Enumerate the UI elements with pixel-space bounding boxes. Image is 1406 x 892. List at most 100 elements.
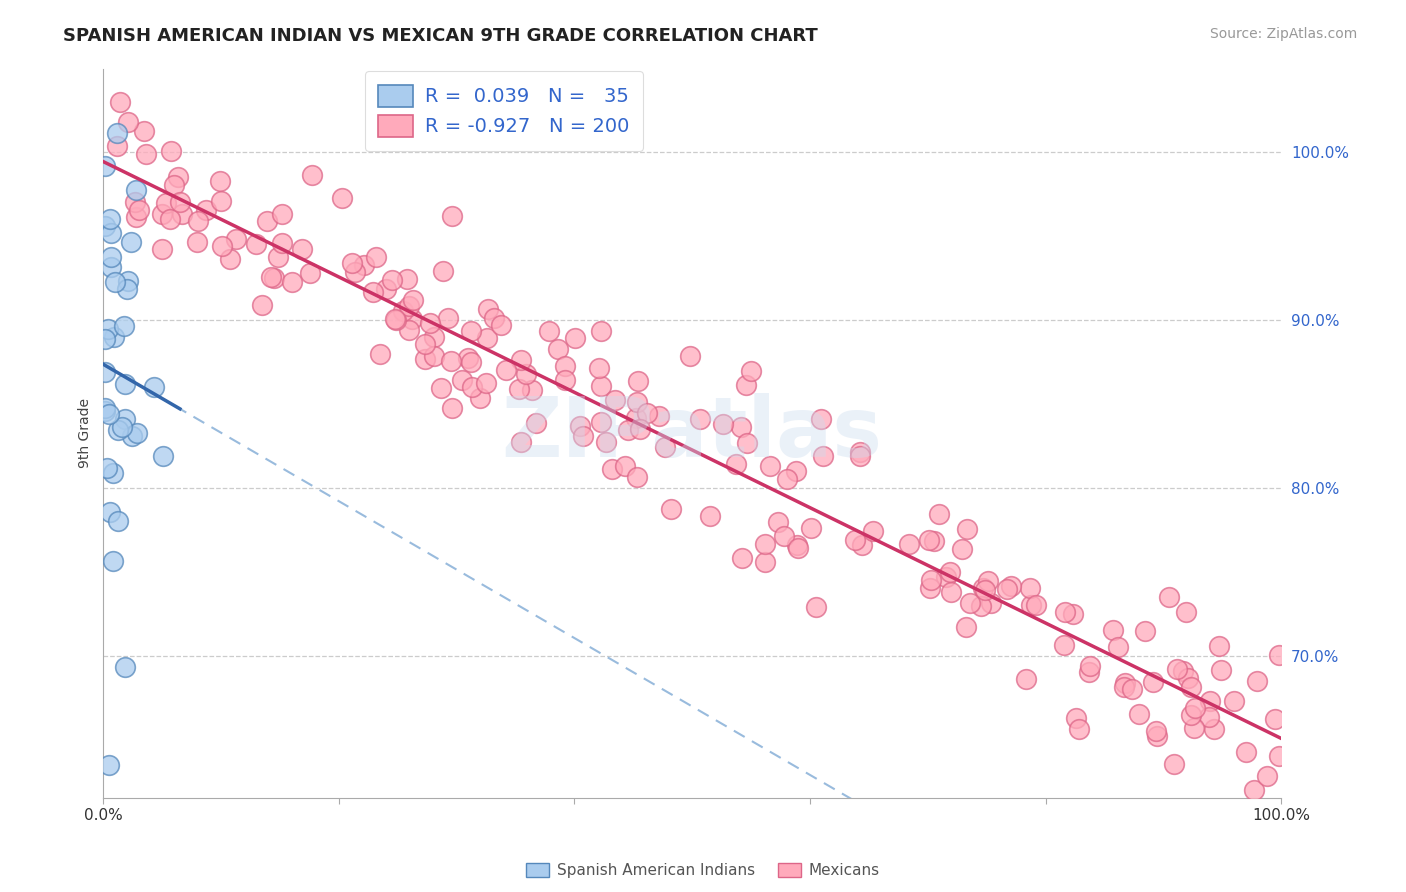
Point (142, 380, 165, 394)
Point (787, 541, 810, 556)
Point (225, 232, 247, 246)
Point (1107, 640, 1129, 654)
Point (811, 449, 834, 463)
Point (110, 95, 132, 109)
Point (1243, 782, 1265, 797)
Point (195, 202, 218, 217)
Point (1180, 707, 1202, 722)
Point (93, 365, 115, 379)
Point (626, 395, 648, 409)
Point (1078, 658, 1101, 673)
Point (515, 367, 537, 381)
Point (384, 312, 406, 326)
Point (98, 408, 121, 422)
Point (159, 212, 181, 227)
Point (970, 599, 993, 614)
Point (522, 383, 544, 397)
Point (260, 270, 283, 285)
Point (100, 226, 122, 240)
Point (591, 416, 613, 430)
Point (924, 533, 946, 548)
Point (441, 210, 464, 224)
Point (1015, 673, 1038, 687)
Point (121, 429, 143, 443)
Point (267, 251, 290, 265)
Point (301, 168, 323, 182)
Point (537, 324, 560, 338)
Point (768, 515, 790, 529)
Point (271, 236, 294, 251)
Point (353, 258, 375, 272)
Point (617, 423, 640, 437)
Point (120, 235, 142, 250)
Point (381, 273, 404, 287)
Point (1268, 648, 1291, 663)
Point (568, 418, 591, 433)
Point (460, 324, 482, 338)
Point (956, 523, 979, 537)
Point (731, 550, 754, 565)
Point (107, 139, 129, 153)
Point (1180, 680, 1202, 694)
Point (935, 570, 957, 584)
Point (150, 207, 173, 221)
Point (1114, 680, 1136, 694)
Legend: Spanish American Indians, Mexicans: Spanish American Indians, Mexicans (520, 857, 886, 884)
Point (398, 299, 420, 313)
Point (624, 411, 647, 425)
Point (103, 330, 125, 344)
Point (1163, 756, 1185, 771)
Point (152, 449, 174, 463)
Point (415, 337, 437, 351)
Point (679, 349, 702, 363)
Point (1128, 707, 1150, 722)
Point (699, 508, 721, 523)
Point (127, 426, 149, 441)
Point (547, 343, 569, 357)
Point (1177, 671, 1199, 685)
Point (689, 412, 711, 426)
Point (450, 373, 472, 387)
Point (132, 124, 155, 138)
Point (114, 412, 136, 426)
Point (509, 435, 531, 450)
Point (980, 596, 1002, 610)
Point (167, 169, 190, 184)
Point (484, 310, 506, 325)
Point (94, 403, 117, 417)
Point (1133, 624, 1156, 639)
Point (432, 264, 454, 278)
Point (117, 274, 139, 288)
Point (291, 242, 314, 256)
Point (114, 376, 136, 391)
Point (93, 159, 115, 173)
Point (564, 331, 586, 345)
Point (711, 417, 734, 432)
Point (1204, 723, 1226, 737)
Point (614, 459, 637, 474)
Point (423, 349, 446, 363)
Point (101, 466, 124, 480)
Point (163, 178, 186, 192)
Point (477, 301, 499, 316)
Point (402, 293, 425, 307)
Text: ZIPatlas: ZIPatlas (502, 392, 883, 474)
Point (804, 600, 827, 615)
Point (1223, 694, 1246, 708)
Point (441, 401, 464, 416)
Point (1024, 598, 1046, 612)
Point (361, 285, 384, 299)
Point (125, 183, 148, 197)
Point (330, 191, 353, 205)
Point (343, 264, 366, 278)
Point (995, 582, 1018, 596)
Point (725, 457, 748, 471)
Point (1256, 769, 1278, 783)
Point (1077, 665, 1099, 679)
Point (250, 298, 273, 312)
Point (1053, 606, 1076, 620)
Point (754, 555, 776, 569)
Point (659, 502, 682, 516)
Point (1062, 607, 1084, 622)
Point (918, 581, 941, 595)
